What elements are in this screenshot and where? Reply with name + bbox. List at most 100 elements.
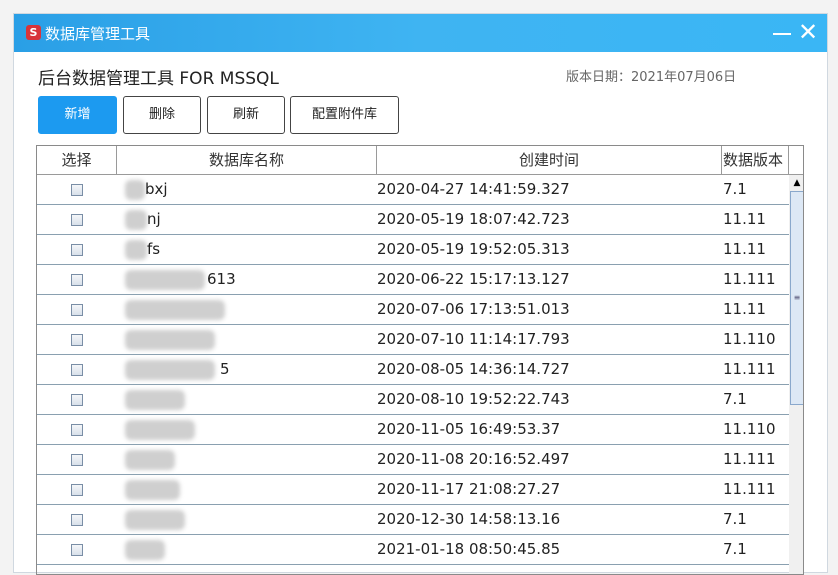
table-row[interactable]: bxj 2020-04-27 14:41:59.327 7.1 bbox=[37, 175, 789, 205]
row-checkbox[interactable] bbox=[71, 334, 83, 346]
version-cell: 11.111 bbox=[723, 450, 776, 468]
redacted-blur bbox=[125, 390, 185, 410]
redacted-blur bbox=[125, 450, 175, 470]
database-name-cell: nj bbox=[117, 205, 377, 235]
page-title: 后台数据管理工具 FOR MSSQL bbox=[38, 69, 279, 89]
column-header-select[interactable]: 选择 bbox=[37, 146, 117, 175]
refresh-button[interactable]: 刷新 bbox=[207, 96, 285, 134]
vertical-scrollbar[interactable]: ▲ ≡ bbox=[789, 175, 803, 574]
redacted-blur bbox=[125, 330, 215, 350]
scroll-up-icon[interactable]: ▲ bbox=[793, 178, 801, 188]
redacted-blur bbox=[125, 240, 147, 260]
row-checkbox[interactable] bbox=[71, 244, 83, 256]
created-time-cell: 2020-11-17 21:08:27.27 bbox=[377, 480, 561, 498]
database-name-cell bbox=[117, 445, 377, 475]
table-row[interactable]: 2021-01-18 08:50:45.85 7.1 bbox=[37, 535, 789, 565]
database-name-cell bbox=[117, 295, 377, 325]
created-time-cell: 2020-04-27 14:41:59.327 bbox=[377, 180, 570, 198]
table-row[interactable]: 2020-08-10 19:52:22.743 7.1 bbox=[37, 385, 789, 415]
redacted-blur bbox=[125, 360, 215, 380]
header-spacer bbox=[789, 146, 803, 175]
version-cell: 11.111 bbox=[723, 270, 776, 288]
row-checkbox[interactable] bbox=[71, 184, 83, 196]
column-header-version[interactable]: 数据版本 bbox=[722, 146, 789, 175]
redacted-blur bbox=[125, 210, 147, 230]
title-bar[interactable]: S 数据库管理工具 ✕ bbox=[14, 14, 827, 52]
row-checkbox[interactable] bbox=[71, 514, 83, 526]
redacted-blur bbox=[125, 270, 205, 290]
window-title: 数据库管理工具 bbox=[45, 25, 151, 43]
version-cell: 11.110 bbox=[723, 330, 776, 348]
version-cell: 11.11 bbox=[723, 210, 766, 228]
created-time-cell: 2020-08-05 14:36:14.727 bbox=[377, 360, 570, 378]
row-checkbox[interactable] bbox=[71, 274, 83, 286]
redacted-blur bbox=[125, 300, 225, 320]
row-checkbox[interactable] bbox=[71, 544, 83, 556]
database-name: 613 bbox=[207, 270, 236, 288]
created-time-cell: 2020-11-08 20:16:52.497 bbox=[377, 450, 570, 468]
version-cell: 7.1 bbox=[723, 390, 747, 408]
redacted-blur bbox=[125, 480, 180, 500]
version-cell: 11.11 bbox=[723, 300, 766, 318]
created-time-cell: 2020-07-06 17:13:51.013 bbox=[377, 300, 570, 318]
version-cell: 11.110 bbox=[723, 420, 776, 438]
created-time-cell: 2020-11-05 16:49:53.37 bbox=[377, 420, 561, 438]
table-row[interactable]: 5 2020-08-05 14:36:14.727 11.111 bbox=[37, 355, 789, 385]
table-row[interactable]: nj 2020-05-19 18:07:42.723 11.11 bbox=[37, 205, 789, 235]
table-row[interactable]: 2020-11-08 20:16:52.497 11.111 bbox=[37, 445, 789, 475]
close-button[interactable]: ✕ bbox=[798, 18, 819, 46]
table-row[interactable]: 2020-07-10 11:14:17.793 11.110 bbox=[37, 325, 789, 355]
row-checkbox[interactable] bbox=[71, 364, 83, 376]
table-row[interactable]: 2020-07-06 17:13:51.013 11.11 bbox=[37, 295, 789, 325]
version-cell: 11.11 bbox=[723, 240, 766, 258]
row-checkbox[interactable] bbox=[71, 424, 83, 436]
app-window: S 数据库管理工具 ✕ 后台数据管理工具 FOR MSSQL 版本日期：2021… bbox=[13, 13, 828, 575]
redacted-blur bbox=[125, 180, 145, 200]
database-name: 5 bbox=[220, 360, 230, 378]
table-row[interactable]: 2020-11-05 16:49:53.37 11.110 bbox=[37, 415, 789, 445]
version-cell: 11.111 bbox=[723, 360, 776, 378]
database-name: bxj bbox=[145, 180, 168, 198]
database-name-cell bbox=[117, 385, 377, 415]
table-row[interactable]: 613 2020-06-22 15:17:13.127 11.111 bbox=[37, 265, 789, 295]
database-name-cell: fs bbox=[117, 235, 377, 265]
version-cell: 7.1 bbox=[723, 510, 747, 528]
database-name-cell bbox=[117, 475, 377, 505]
created-time-cell: 2020-06-22 15:17:13.127 bbox=[377, 270, 570, 288]
created-time-cell: 2020-07-10 11:14:17.793 bbox=[377, 330, 570, 348]
redacted-blur bbox=[125, 420, 195, 440]
database-name-cell bbox=[117, 415, 377, 445]
config-attachment-db-button[interactable]: 配置附件库 bbox=[290, 96, 399, 134]
column-header-name[interactable]: 数据库名称 bbox=[117, 146, 377, 175]
database-name-cell bbox=[117, 325, 377, 355]
app-logo-icon: S bbox=[26, 25, 41, 40]
database-name: fs bbox=[147, 240, 161, 258]
created-time-cell: 2021-01-18 08:50:45.85 bbox=[377, 540, 561, 558]
version-date: 版本日期：2021年07月06日 bbox=[566, 70, 737, 85]
created-time-cell: 2020-05-19 18:07:42.723 bbox=[377, 210, 570, 228]
minimize-button[interactable] bbox=[771, 22, 793, 44]
table-row[interactable]: 2020-12-30 14:58:13.16 7.1 bbox=[37, 505, 789, 535]
database-name-cell bbox=[117, 505, 377, 535]
redacted-blur bbox=[125, 510, 185, 530]
created-time-cell: 2020-12-30 14:58:13.16 bbox=[377, 510, 561, 528]
table-row[interactable]: fs 2020-05-19 19:52:05.313 11.11 bbox=[37, 235, 789, 265]
column-header-created[interactable]: 创建时间 bbox=[377, 146, 722, 175]
database-table: 选择 数据库名称 创建时间 数据版本 bxj 2020-04-27 14:41:… bbox=[36, 145, 804, 575]
table-row[interactable]: 2020-11-17 21:08:27.27 11.111 bbox=[37, 475, 789, 505]
created-time-cell: 2020-05-19 19:52:05.313 bbox=[377, 240, 570, 258]
database-name-cell: 613 bbox=[117, 265, 377, 295]
row-checkbox[interactable] bbox=[71, 454, 83, 466]
delete-button[interactable]: 删除 bbox=[123, 96, 201, 134]
version-cell: 7.1 bbox=[723, 180, 747, 198]
row-checkbox[interactable] bbox=[71, 214, 83, 226]
version-cell: 7.1 bbox=[723, 540, 747, 558]
row-checkbox[interactable] bbox=[71, 484, 83, 496]
database-name-cell bbox=[117, 535, 377, 565]
database-name: nj bbox=[147, 210, 161, 228]
scrollbar-thumb[interactable]: ≡ bbox=[790, 191, 803, 405]
row-checkbox[interactable] bbox=[71, 394, 83, 406]
row-checkbox[interactable] bbox=[71, 304, 83, 316]
created-time-cell: 2020-08-10 19:52:22.743 bbox=[377, 390, 570, 408]
add-button[interactable]: 新增 bbox=[38, 96, 117, 134]
